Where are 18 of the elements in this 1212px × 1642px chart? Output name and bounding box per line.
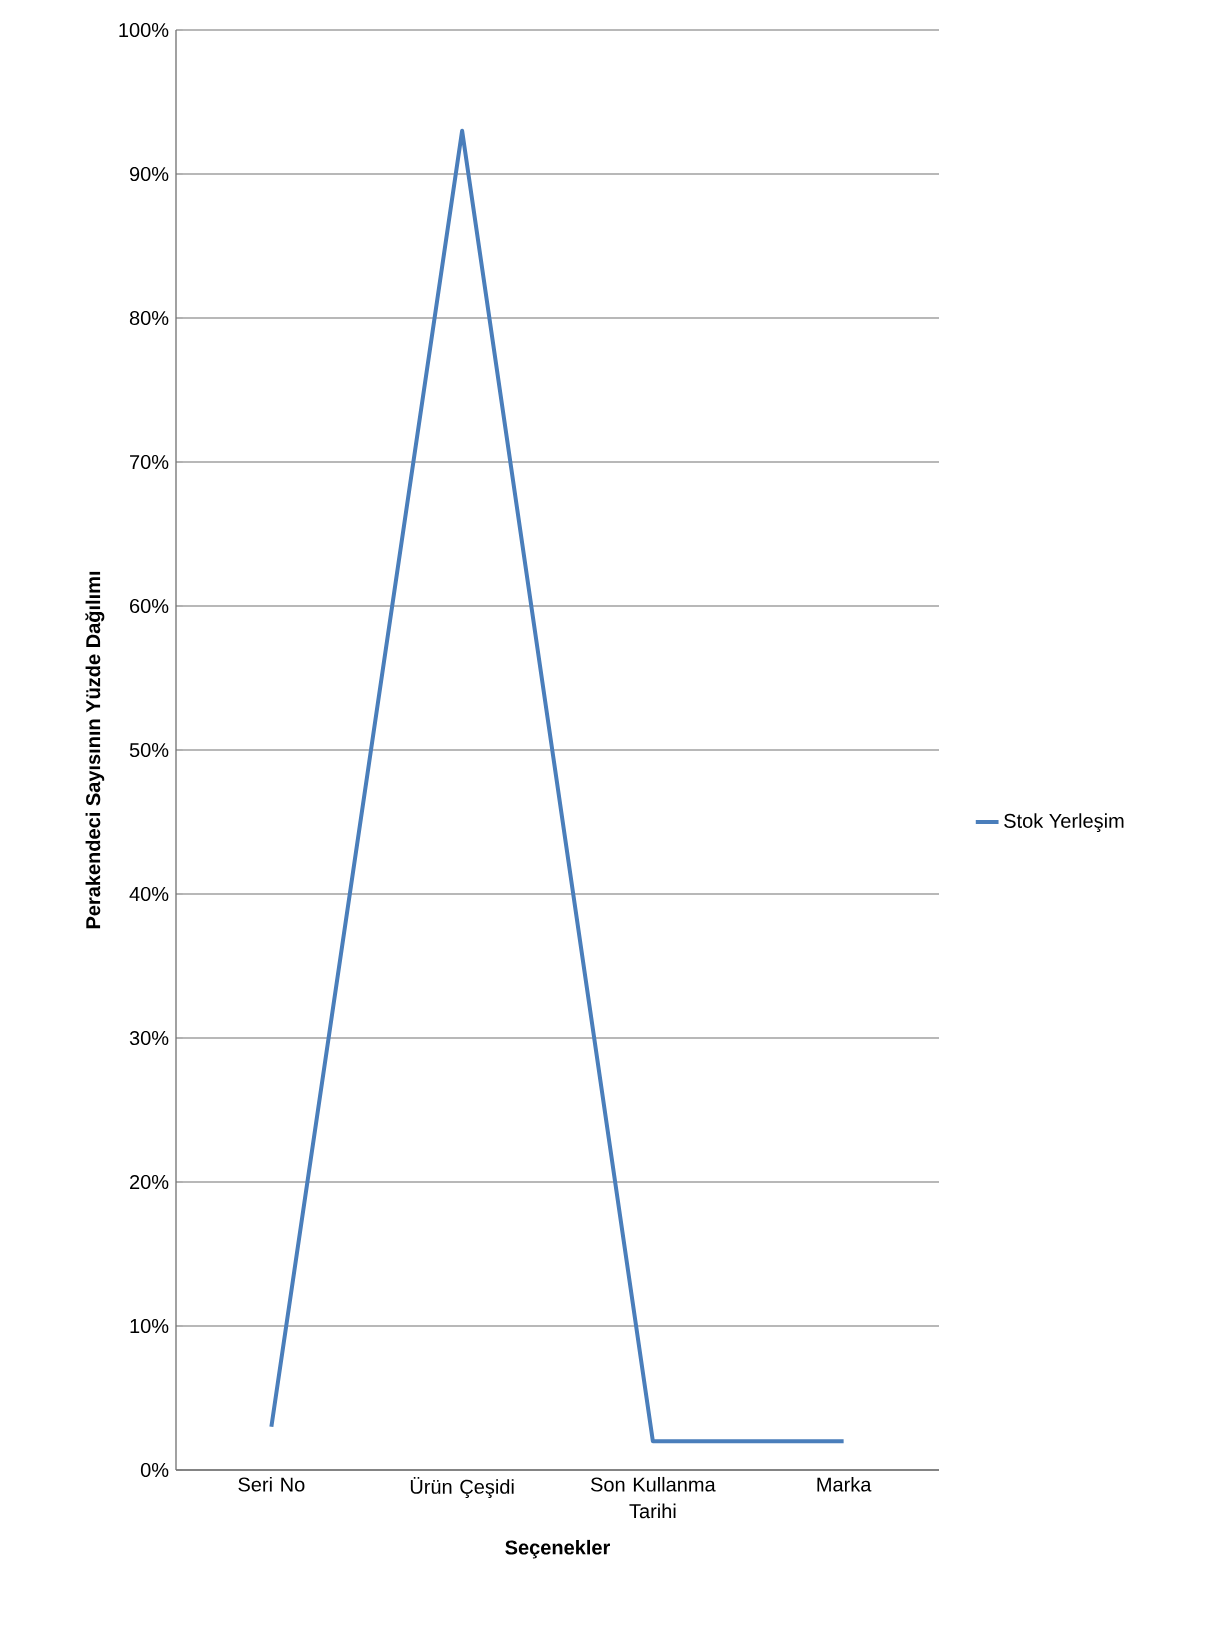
y-tick-label: 70% (130, 454, 169, 470)
x-axis-title: Seçenekler (505, 1539, 611, 1559)
y-tick-label: 40% (129, 886, 169, 902)
x-tick-label: Marka (817, 1476, 872, 1492)
x-tick-label: Seri No (238, 1476, 305, 1492)
y-tick-label: 50% (129, 742, 169, 758)
y-tick-label: 60% (130, 598, 169, 614)
y-axis-title: Perakendeci Sayısının Yüzde Dağılımı (85, 571, 105, 929)
x-tick-label: Son Kullanma Tarihi (590, 1476, 716, 1519)
y-tick-label: 80% (129, 310, 169, 326)
x-tick-label: Ürün Çeşidi (410, 1476, 514, 1498)
y-tick-label: 30% (129, 1030, 169, 1046)
y-tick-label: 10% (130, 1318, 169, 1334)
y-tick-label: 100% (119, 22, 169, 38)
y-tick-label: 90% (129, 166, 169, 182)
legend-label: Stok Yerleşim (1004, 813, 1124, 832)
y-tick-label: 0% (140, 1462, 169, 1478)
y-tick-label: 20% (130, 1174, 169, 1190)
